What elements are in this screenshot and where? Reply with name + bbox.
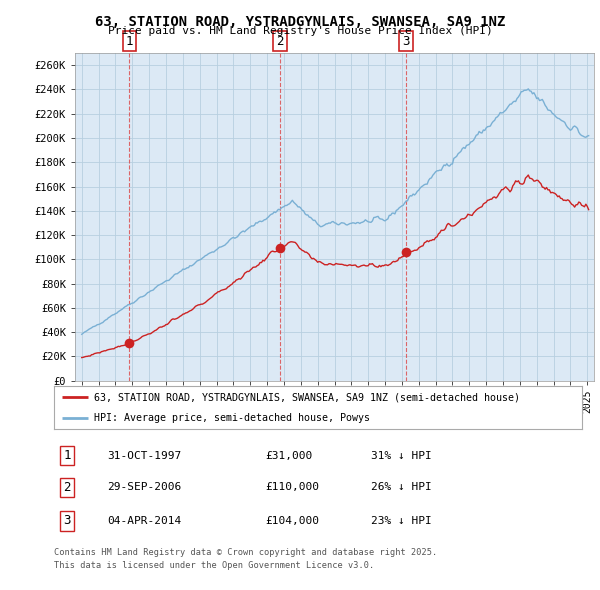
- Text: £104,000: £104,000: [265, 516, 319, 526]
- Text: Contains HM Land Registry data © Crown copyright and database right 2025.: Contains HM Land Registry data © Crown c…: [54, 548, 437, 556]
- Text: 3: 3: [64, 514, 71, 527]
- Text: This data is licensed under the Open Government Licence v3.0.: This data is licensed under the Open Gov…: [54, 560, 374, 569]
- Text: £31,000: £31,000: [265, 451, 313, 461]
- Text: 2: 2: [64, 481, 71, 494]
- Text: 04-APR-2014: 04-APR-2014: [107, 516, 181, 526]
- Text: 31% ↓ HPI: 31% ↓ HPI: [371, 451, 431, 461]
- Text: 23% ↓ HPI: 23% ↓ HPI: [371, 516, 431, 526]
- Text: 2: 2: [276, 35, 283, 48]
- Text: 3: 3: [403, 35, 410, 48]
- Text: Price paid vs. HM Land Registry's House Price Index (HPI): Price paid vs. HM Land Registry's House …: [107, 26, 493, 36]
- Text: HPI: Average price, semi-detached house, Powys: HPI: Average price, semi-detached house,…: [94, 413, 370, 423]
- Text: 63, STATION ROAD, YSTRADGYNLAIS, SWANSEA, SA9 1NZ: 63, STATION ROAD, YSTRADGYNLAIS, SWANSEA…: [95, 15, 505, 29]
- Text: 1: 1: [125, 35, 133, 48]
- Text: 63, STATION ROAD, YSTRADGYNLAIS, SWANSEA, SA9 1NZ (semi-detached house): 63, STATION ROAD, YSTRADGYNLAIS, SWANSEA…: [94, 392, 520, 402]
- Text: 26% ↓ HPI: 26% ↓ HPI: [371, 483, 431, 492]
- Text: 29-SEP-2006: 29-SEP-2006: [107, 483, 181, 492]
- Text: 31-OCT-1997: 31-OCT-1997: [107, 451, 181, 461]
- Text: £110,000: £110,000: [265, 483, 319, 492]
- Text: 1: 1: [64, 450, 71, 463]
